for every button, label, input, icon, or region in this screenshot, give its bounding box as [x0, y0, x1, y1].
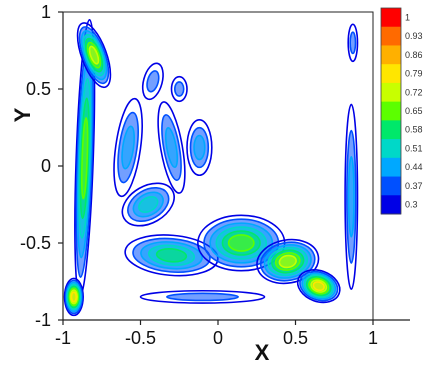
contour-ring — [138, 196, 159, 213]
colorbar-swatch — [381, 26, 401, 46]
colorbar-swatch — [381, 8, 401, 28]
contour-ring — [70, 291, 78, 303]
colorbar: 1 0.93 0.86 0.79 0.72 0.65 0.58 0.51 0.44 0.37 0.3 — [380, 7, 423, 215]
contour-ring — [157, 101, 186, 194]
contour-ring — [76, 22, 112, 89]
colorbar-label: 0.79 — [405, 69, 423, 79]
colorbar-label: 0.86 — [405, 50, 423, 60]
contour-blob-right-top — [347, 23, 359, 63]
y-axis-label: Y — [10, 107, 35, 122]
contour-blob-upper-blob-2 — [157, 101, 186, 194]
contour-ring — [146, 70, 160, 93]
x-ticks: -1 -0.5 0 0.5 1 — [55, 320, 378, 348]
x-tick-label: -0.5 — [125, 328, 156, 348]
colorbar-label: 0.3 — [405, 200, 418, 210]
colorbar-label: 0.58 — [405, 125, 423, 135]
contour-ring — [347, 155, 355, 238]
contour-ring — [164, 126, 179, 169]
y-tick-label: 1 — [41, 2, 51, 22]
contour-blob-upper-blob-5 — [170, 75, 188, 103]
contour-ring — [121, 125, 135, 170]
colorbar-label: 0.72 — [405, 87, 423, 97]
contour-ring — [349, 31, 357, 55]
colorbar-label: 0.93 — [405, 31, 423, 41]
contour-blob-upper-blob-1 — [113, 97, 143, 198]
colorbar-swatch — [381, 176, 401, 196]
contour-ring — [155, 248, 188, 263]
contour-blob-upper-blob-4 — [141, 62, 164, 101]
contour-ring — [170, 75, 188, 103]
contour-ring — [256, 238, 320, 285]
x-axis-label: X — [255, 340, 270, 365]
plot-area — [62, 11, 374, 321]
contour-ring — [347, 23, 359, 63]
contour-ring — [141, 62, 164, 101]
colorbar-swatch — [381, 139, 401, 159]
colorbar-frame — [380, 7, 402, 215]
colorbar-swatch — [381, 45, 401, 65]
contour-ring — [227, 234, 255, 252]
contour-ring — [166, 292, 239, 302]
colorbar-label: 0.65 — [405, 106, 423, 116]
colorbar-swatch — [381, 120, 401, 140]
colorbar-label: 1 — [405, 12, 410, 22]
colorbar-swatch — [381, 64, 401, 84]
contour-ring — [344, 103, 359, 291]
contour-blob-left-top — [76, 22, 112, 89]
x-tick-label: 1 — [368, 328, 378, 348]
contour-blob-lower-band-4 — [296, 269, 341, 304]
y-tick-label: -1 — [35, 310, 51, 330]
contour-ring — [63, 277, 84, 317]
contour-blob-upper-blob-3 — [186, 119, 213, 177]
contour-ring — [139, 289, 266, 304]
contour-blob-lower-streak — [139, 289, 266, 304]
colorbar-label: 0.44 — [405, 162, 423, 172]
contour-ring — [173, 81, 185, 97]
contour-ring — [113, 97, 143, 198]
colorbar-label: 0.37 — [405, 181, 423, 191]
contour-ring — [81, 117, 89, 200]
contour-blob-right-wall — [344, 103, 359, 291]
contour-ring — [278, 254, 297, 269]
y-tick-label: 0.5 — [26, 79, 51, 99]
contour-ring — [186, 119, 213, 177]
colorbar-swatch — [381, 82, 401, 103]
contour-blob-left-bottom — [63, 277, 84, 317]
contour-ring — [88, 45, 100, 65]
colorbar-swatch — [381, 101, 401, 121]
contour-ring — [193, 134, 206, 161]
axes: -1 -0.5 0 0.5 1 -1 -0.5 0 0.5 1 — [20, 2, 410, 348]
y-tick-label: -0.5 — [20, 233, 51, 253]
contour-ring — [296, 269, 341, 304]
colorbar-label: 0.51 — [405, 143, 423, 153]
x-tick-label: 0.5 — [283, 328, 308, 348]
colorbar-swatch — [381, 195, 401, 215]
contour-ring — [312, 281, 325, 292]
y-tick-label: 0 — [41, 156, 51, 176]
colorbar-swatch — [381, 157, 401, 178]
y-ticks: -1 -0.5 0 0.5 1 — [20, 2, 63, 330]
contour-blob-lower-band-2 — [197, 214, 286, 272]
contour-blob-lower-band-1 — [124, 234, 219, 277]
x-tick-label: -1 — [55, 328, 71, 348]
x-tick-label: 0 — [213, 328, 223, 348]
contour-blob-lower-band-3 — [256, 238, 320, 285]
contour-ring — [121, 182, 175, 227]
contour-field — [63, 18, 359, 317]
contour-blob-diag-band — [121, 182, 175, 227]
